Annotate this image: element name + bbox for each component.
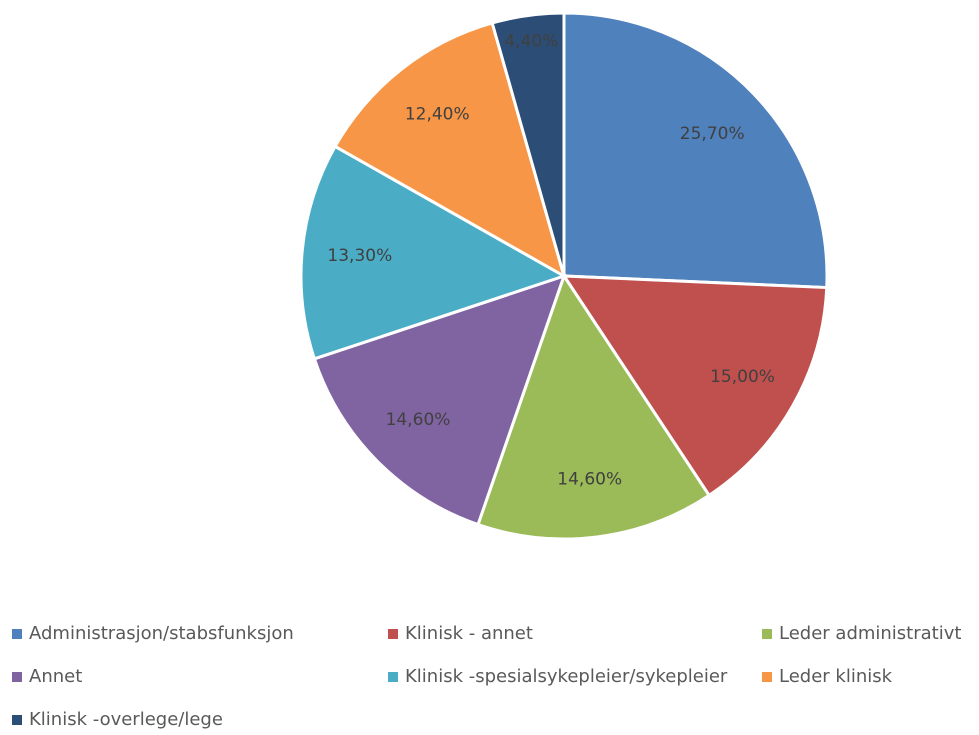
- pie-slice: [490, 11, 566, 277]
- legend-label: Leder klinisk: [779, 666, 893, 687]
- legend-swatch: [388, 629, 398, 639]
- legend-swatch: [388, 672, 398, 682]
- data-label: 14,60%: [386, 410, 451, 430]
- data-label: 25,70%: [680, 124, 745, 144]
- legend-label: Administrasjon/stabsfunksjon: [29, 623, 294, 644]
- data-label: 4,40%: [504, 32, 558, 52]
- data-label: 13,30%: [327, 246, 392, 266]
- legend-swatch: [12, 672, 22, 682]
- data-label: 14,60%: [557, 470, 622, 490]
- pie-slice: [333, 21, 567, 280]
- data-label: 12,40%: [405, 105, 470, 125]
- pie-slice: [562, 11, 829, 290]
- legend-label: Leder administrativt: [779, 623, 961, 644]
- legend-label: Annet: [29, 666, 82, 687]
- legend-swatch: [12, 715, 22, 725]
- legend-label: Klinisk -spesialsykepleier/sykepleier: [405, 666, 728, 687]
- legend-label: Klinisk -overlege/lege: [29, 709, 223, 730]
- pie-slice: [561, 274, 829, 498]
- legend-swatch: [12, 629, 22, 639]
- legend-swatch: [762, 629, 772, 639]
- legend-label: Klinisk - annet: [405, 623, 533, 644]
- data-label: 15,00%: [710, 367, 775, 387]
- pie-slice: [299, 144, 568, 361]
- legend-swatch: [762, 672, 772, 682]
- pie-slice: [476, 272, 712, 541]
